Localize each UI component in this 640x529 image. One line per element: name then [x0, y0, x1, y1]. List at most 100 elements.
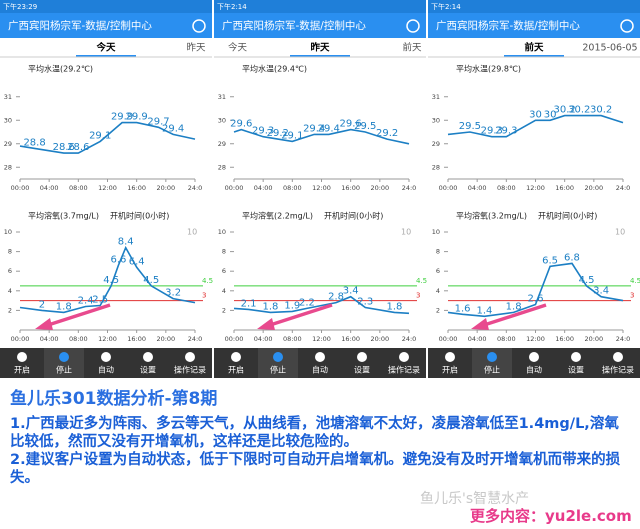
- data-label: 29.4: [162, 123, 184, 134]
- toolbar-icon[interactable]: [143, 352, 153, 362]
- data-label: 28.8: [23, 137, 45, 148]
- toolbar-label[interactable]: 设置: [140, 365, 156, 375]
- y-tick-label: 6: [8, 267, 12, 275]
- toolbar-label[interactable]: 开启: [228, 365, 244, 375]
- toolbar-icon[interactable]: [357, 352, 367, 362]
- x-tick-label: 00:00: [225, 335, 244, 343]
- toolbar-icon[interactable]: [185, 352, 195, 362]
- tab[interactable]: 2015-06-05: [582, 43, 637, 54]
- max-label: 10: [615, 228, 625, 237]
- title-bar: [0, 13, 212, 38]
- x-tick-label: 12:00: [526, 184, 545, 192]
- search-icon[interactable]: [620, 19, 634, 33]
- data-label: 29.3: [495, 126, 517, 137]
- toolbar-icon[interactable]: [101, 352, 111, 362]
- background: [0, 0, 212, 378]
- status-time: 下午23:29: [3, 2, 37, 11]
- search-icon[interactable]: [406, 19, 420, 33]
- max-label: 10: [187, 228, 197, 237]
- data-label: 2.1: [241, 298, 257, 309]
- toolbar-label[interactable]: 开启: [442, 365, 458, 375]
- toolbar-icon[interactable]: [445, 352, 455, 362]
- toolbar-label[interactable]: 停止: [270, 365, 286, 375]
- runtime: 开机时间(0小时): [538, 211, 597, 221]
- toolbar-label[interactable]: 操作记录: [174, 365, 206, 375]
- toolbar-icon[interactable]: [571, 352, 581, 362]
- data-label: 28.6: [67, 142, 89, 153]
- tab[interactable]: 前天: [524, 42, 544, 54]
- x-tick-label: 16:00: [341, 335, 360, 343]
- x-tick-label: 04:00: [40, 335, 59, 343]
- x-tick-label: 20:00: [370, 335, 389, 343]
- x-tick-label: 24:0: [616, 335, 631, 343]
- x-tick-label: 08:00: [283, 184, 302, 192]
- x-tick-label: 12:00: [98, 184, 117, 192]
- toolbar-label[interactable]: 自动: [98, 365, 114, 375]
- tab[interactable]: 今天: [95, 42, 116, 54]
- toolbar-icon[interactable]: [273, 352, 283, 362]
- threshold-label: 4.5: [630, 277, 640, 285]
- toolbar-label[interactable]: 设置: [354, 365, 370, 375]
- toolbar-icon[interactable]: [487, 352, 497, 362]
- toolbar-icon[interactable]: [529, 352, 539, 362]
- x-tick-label: 20:00: [156, 184, 175, 192]
- y-tick-label: 8: [436, 248, 440, 256]
- data-label: 30.2: [590, 105, 612, 116]
- x-tick-label: 00:00: [439, 184, 458, 192]
- x-tick-label: 16:00: [127, 184, 146, 192]
- footer-link[interactable]: 更多内容：yu2le.com: [470, 507, 632, 525]
- data-label: 1.8: [506, 301, 522, 312]
- data-line: [233, 295, 410, 315]
- search-icon[interactable]: [192, 19, 206, 33]
- x-tick-label: 08:00: [497, 335, 516, 343]
- toolbar-label[interactable]: 自动: [526, 365, 542, 375]
- tab[interactable]: 昨天: [310, 42, 330, 54]
- title-bar: [214, 13, 426, 38]
- arrow: [266, 303, 333, 328]
- tab[interactable]: 今天: [228, 42, 248, 54]
- data-label: 29.5: [459, 121, 481, 132]
- tab[interactable]: 昨天: [186, 42, 206, 54]
- chart-title: 平均溶氧(3.2mg/L): [456, 211, 527, 221]
- y-tick-label: 10: [4, 228, 12, 236]
- x-tick-label: 16:00: [341, 184, 360, 192]
- y-tick-label: 29: [218, 140, 226, 148]
- data-label: 4.5: [579, 275, 595, 286]
- tab-indicator: [504, 55, 564, 57]
- toolbar-label[interactable]: 开启: [14, 365, 30, 375]
- y-tick-label: 2: [436, 306, 440, 314]
- data-label: 8.4: [118, 237, 134, 248]
- toolbar-icon[interactable]: [231, 352, 241, 362]
- x-tick-label: 12:00: [526, 335, 545, 343]
- y-tick-label: 30: [4, 116, 12, 124]
- toolbar-icon[interactable]: [59, 352, 69, 362]
- data-label: 30.2: [554, 105, 576, 116]
- toolbar-icon[interactable]: [17, 352, 27, 362]
- status-time: 下午2:14: [217, 2, 247, 11]
- x-tick-label: 20:00: [584, 335, 603, 343]
- y-tick-label: 6: [436, 267, 440, 275]
- toolbar-label[interactable]: 操作记录: [602, 365, 634, 375]
- watermark: 鱼儿乐's智慧水产: [420, 491, 530, 507]
- data-label: 1.6: [455, 303, 471, 314]
- y-tick-label: 28: [218, 163, 226, 171]
- toolbar-label[interactable]: 自动: [312, 365, 328, 375]
- chart-title: 平均溶氧(2.2mg/L): [242, 211, 313, 221]
- toolbar-label[interactable]: 设置: [568, 365, 584, 375]
- tab[interactable]: 前天: [402, 42, 422, 54]
- toolbar-icon[interactable]: [315, 352, 325, 362]
- app-title: 广西宾阳杨宗军-数据/控制中心: [8, 19, 152, 32]
- toolbar-label[interactable]: 操作记录: [388, 365, 420, 375]
- data-label: 4.5: [143, 275, 159, 286]
- x-tick-label: 00:00: [11, 335, 30, 343]
- toolbar-icon[interactable]: [399, 352, 409, 362]
- data-line: [19, 121, 196, 154]
- x-tick-label: 20:00: [584, 184, 603, 192]
- x-tick-label: 16:00: [555, 184, 574, 192]
- toolbar-icon[interactable]: [613, 352, 623, 362]
- toolbar-label[interactable]: 停止: [484, 365, 500, 375]
- toolbar-label[interactable]: 停止: [56, 365, 72, 375]
- y-tick-label: 10: [432, 228, 440, 236]
- data-label: 2: [39, 299, 45, 310]
